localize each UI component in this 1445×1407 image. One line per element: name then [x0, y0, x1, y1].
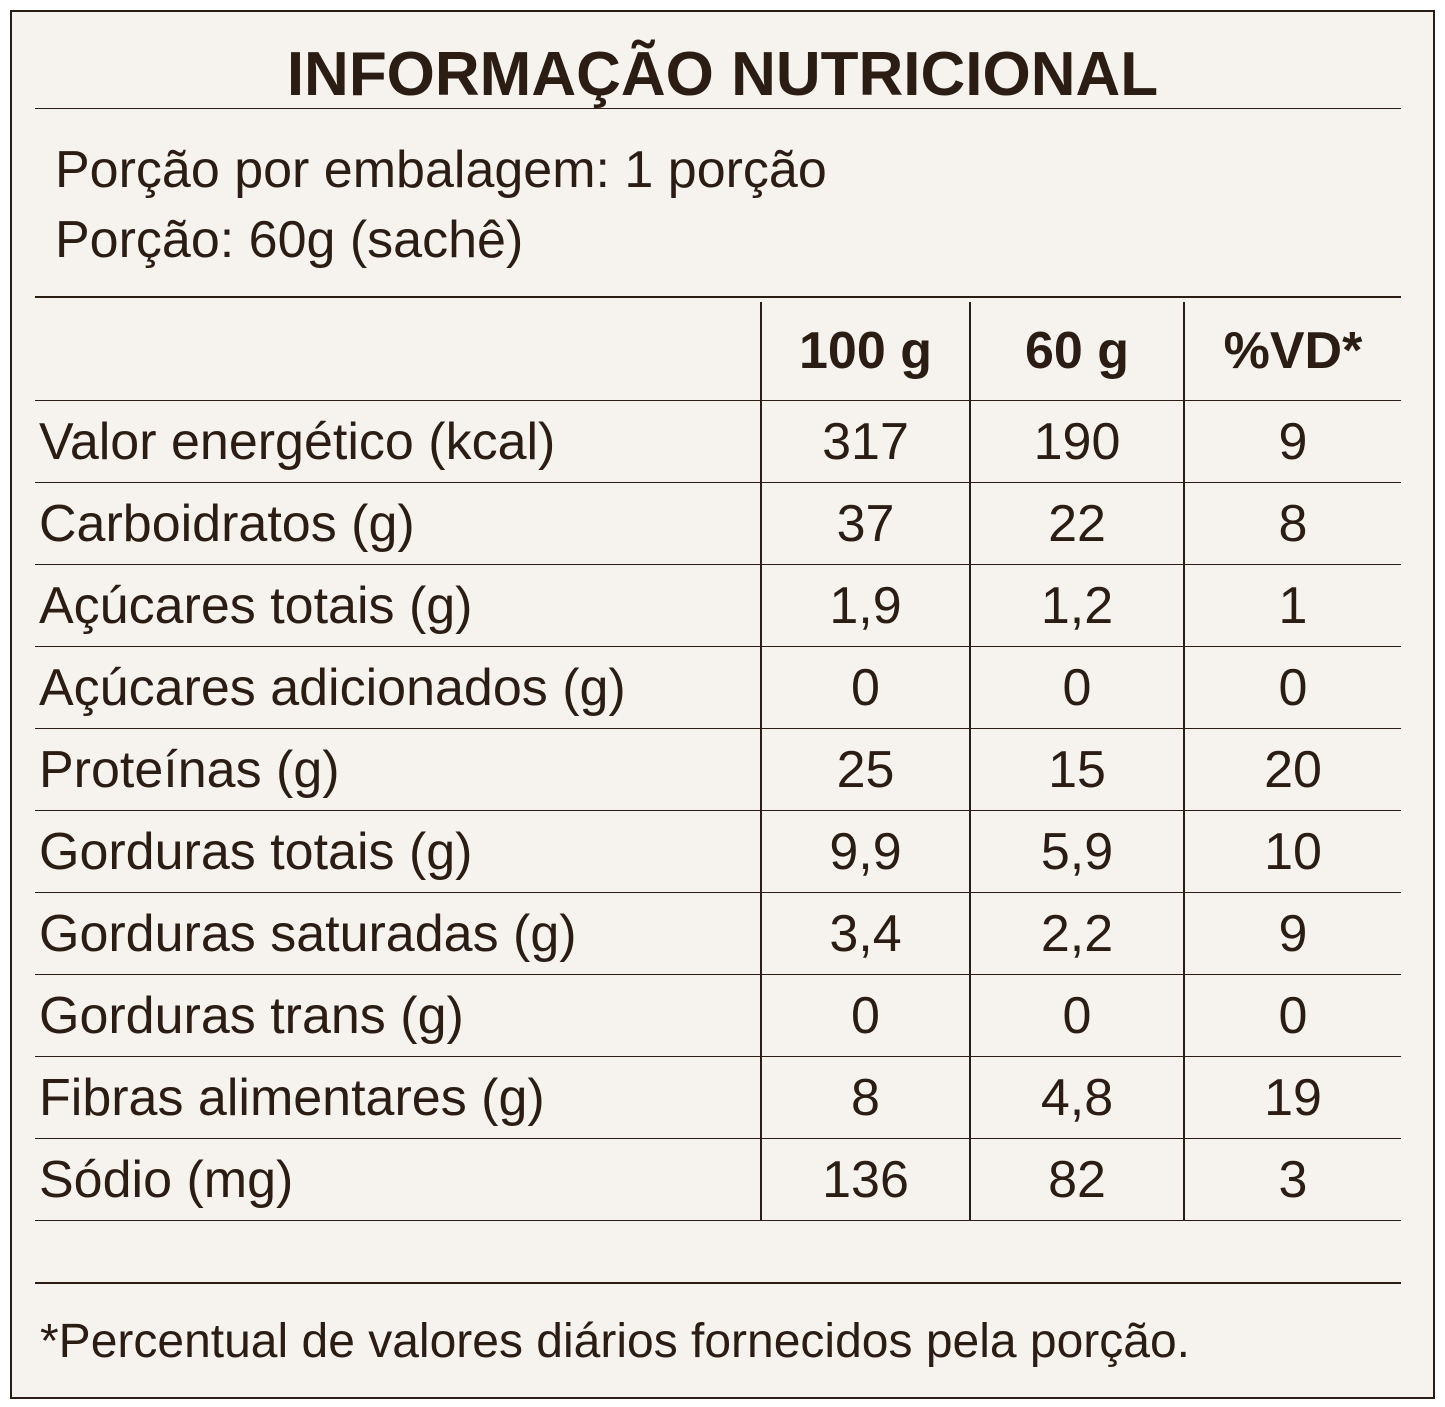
serving-divider	[35, 296, 1401, 298]
value-vd: 19	[1183, 1056, 1401, 1139]
serving-size: Porção: 60g (sachê)	[55, 211, 524, 269]
value-per-100g: 25	[760, 728, 970, 811]
table-row: Açúcares totais (g) 1,9 1,2 1	[35, 564, 1401, 647]
value-vd: 0	[1183, 974, 1401, 1057]
value-per-100g: 1,9	[760, 564, 970, 647]
table-row: Valor energético (kcal) 317 190 9	[35, 400, 1401, 483]
table-row: Proteínas (g) 25 15 20	[35, 728, 1401, 811]
nutrient-name: Fibras alimentares (g)	[35, 1056, 761, 1139]
value-per-100g: 317	[760, 400, 970, 483]
table-row: Carboidratos (g) 37 22 8	[35, 482, 1401, 565]
nutrient-name: Gorduras totais (g)	[35, 810, 761, 893]
value-per-serving: 0	[969, 646, 1184, 729]
nutrient-name: Sódio (mg)	[35, 1138, 761, 1221]
value-per-serving: 15	[969, 728, 1184, 811]
nutrient-name: Carboidratos (g)	[35, 482, 761, 565]
nutrition-facts-label: INFORMAÇÃO NUTRICIONAL Porção por embala…	[10, 10, 1435, 1399]
value-vd: 10	[1183, 810, 1401, 893]
table-row: Gorduras trans (g) 0 0 0	[35, 974, 1401, 1057]
column-header-100g: 100 g	[760, 302, 970, 401]
value-per-100g: 9,9	[760, 810, 970, 893]
servings-per-package: Porção por embalagem: 1 porção	[55, 141, 827, 199]
value-per-serving: 4,8	[969, 1056, 1184, 1139]
header-blank-cell	[35, 302, 761, 401]
value-vd: 0	[1183, 646, 1401, 729]
column-header-vd: %VD*	[1183, 302, 1401, 401]
nutrient-name: Açúcares totais (g)	[35, 564, 761, 647]
table-row: Gorduras saturadas (g) 3,4 2,2 9	[35, 892, 1401, 975]
value-per-100g: 37	[760, 482, 970, 565]
value-per-serving: 82	[969, 1138, 1184, 1221]
value-vd: 20	[1183, 728, 1401, 811]
value-per-serving: 0	[969, 974, 1184, 1057]
nutrient-name: Açúcares adicionados (g)	[35, 646, 761, 729]
nutrient-name: Gorduras trans (g)	[35, 974, 761, 1057]
table-row: Gorduras totais (g) 9,9 5,9 10	[35, 810, 1401, 893]
value-per-100g: 8	[760, 1056, 970, 1139]
value-per-serving: 22	[969, 482, 1184, 565]
label-title: INFORMAÇÃO NUTRICIONAL	[286, 40, 1159, 109]
value-vd: 9	[1183, 400, 1401, 483]
title-divider	[35, 108, 1401, 109]
table-row: Sódio (mg) 136 82 3	[35, 1138, 1401, 1221]
value-vd: 1	[1183, 564, 1401, 647]
value-per-serving: 1,2	[969, 564, 1184, 647]
value-per-serving: 2,2	[969, 892, 1184, 975]
value-per-100g: 0	[760, 974, 970, 1057]
nutrient-name: Valor energético (kcal)	[35, 400, 761, 483]
value-per-100g: 136	[760, 1138, 970, 1221]
value-per-100g: 0	[760, 646, 970, 729]
nutrition-table: 100 g 60 g %VD* Valor energético (kcal) …	[35, 302, 1401, 1221]
nutrient-name: Gorduras saturadas (g)	[35, 892, 761, 975]
table-row: Fibras alimentares (g) 8 4,8 19	[35, 1056, 1401, 1139]
value-per-100g: 3,4	[760, 892, 970, 975]
value-vd: 9	[1183, 892, 1401, 975]
value-vd: 8	[1183, 482, 1401, 565]
footnote: *Percentual de valores diários fornecido…	[40, 1315, 1191, 1368]
table-row: Açúcares adicionados (g) 0 0 0	[35, 646, 1401, 729]
footnote-divider	[35, 1282, 1401, 1284]
table-header-row: 100 g 60 g %VD*	[35, 302, 1401, 401]
value-per-serving: 5,9	[969, 810, 1184, 893]
nutrient-name: Proteínas (g)	[35, 728, 761, 811]
value-vd: 3	[1183, 1138, 1401, 1221]
value-per-serving: 190	[969, 400, 1184, 483]
column-header-60g: 60 g	[969, 302, 1184, 401]
